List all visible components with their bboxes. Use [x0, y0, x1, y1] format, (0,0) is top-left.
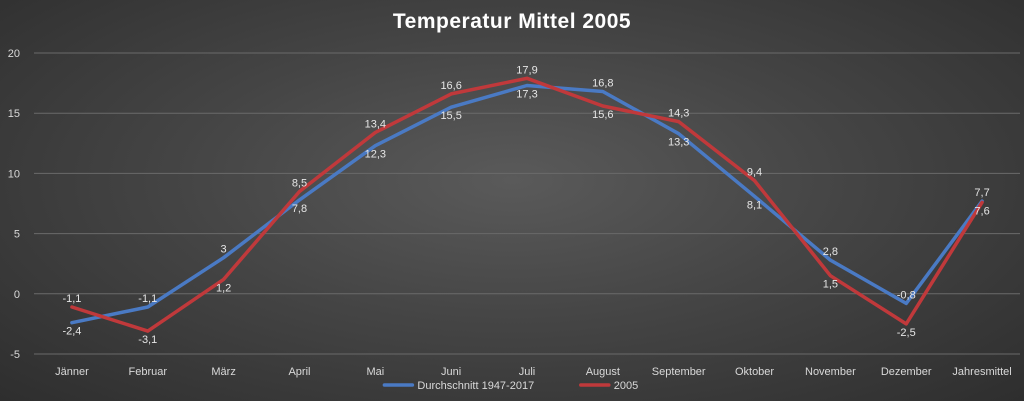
data-label: -0,8: [897, 289, 916, 301]
data-label: 15,6: [592, 109, 613, 121]
data-label: 16,6: [440, 80, 461, 92]
x-tick-label: Jahresmittel: [952, 366, 1011, 378]
y-tick-label: 15: [8, 108, 20, 120]
x-tick-label: März: [211, 366, 235, 378]
x-tick-label: Jänner: [55, 366, 89, 378]
data-label: 13,3: [668, 137, 689, 149]
legend-label-2: 2005: [614, 380, 638, 392]
data-label: 7,6: [974, 205, 989, 217]
series-line-2: [70, 76, 984, 333]
x-tick-label: Juli: [519, 366, 536, 378]
data-label: 12,3: [365, 149, 386, 161]
y-tick-label: -5: [10, 349, 20, 361]
y-tick-label: 20: [8, 48, 20, 60]
data-label: 17,9: [516, 64, 537, 76]
legend-label-1: Durchschnitt 1947-2017: [417, 380, 534, 392]
x-tick-label: Juni: [441, 366, 461, 378]
data-label: -2,5: [897, 327, 916, 339]
data-label: -1,1: [138, 293, 157, 305]
data-label: 15,5: [440, 110, 461, 122]
data-label: 8,1: [747, 199, 762, 211]
data-label: 13,4: [365, 118, 386, 130]
x-tick-label: Oktober: [735, 366, 774, 378]
x-tick-label: April: [288, 366, 310, 378]
x-tick-label: November: [805, 366, 856, 378]
y-tick-label: 5: [14, 229, 20, 241]
data-label: 7,8: [292, 203, 307, 215]
x-tick-label: August: [586, 366, 620, 378]
series-line-1: [70, 83, 984, 325]
data-label: 9,4: [747, 167, 762, 179]
x-tick-label: Februar: [129, 366, 168, 378]
y-tick-label: 10: [8, 168, 20, 180]
data-label: 7,7: [974, 187, 989, 199]
data-label: 1,2: [216, 282, 231, 294]
data-label: -2,4: [62, 326, 81, 338]
y-tick-label: 0: [14, 289, 20, 301]
data-label: 3: [221, 244, 227, 256]
x-tick-label: September: [652, 366, 706, 378]
data-label: -1,1: [62, 293, 81, 305]
x-tick-label: Mai: [366, 366, 384, 378]
x-tick-label: Dezember: [881, 366, 932, 378]
data-label: 2,8: [823, 246, 838, 258]
data-label: 8,5: [292, 177, 307, 189]
data-label: 16,8: [592, 78, 613, 90]
chart-title: Temperatur Mittel 2005: [392, 10, 632, 33]
data-label: -3,1: [138, 334, 157, 346]
data-label: 17,3: [516, 89, 537, 101]
data-label: 1,5: [823, 279, 838, 291]
data-label: 14,3: [668, 108, 689, 120]
